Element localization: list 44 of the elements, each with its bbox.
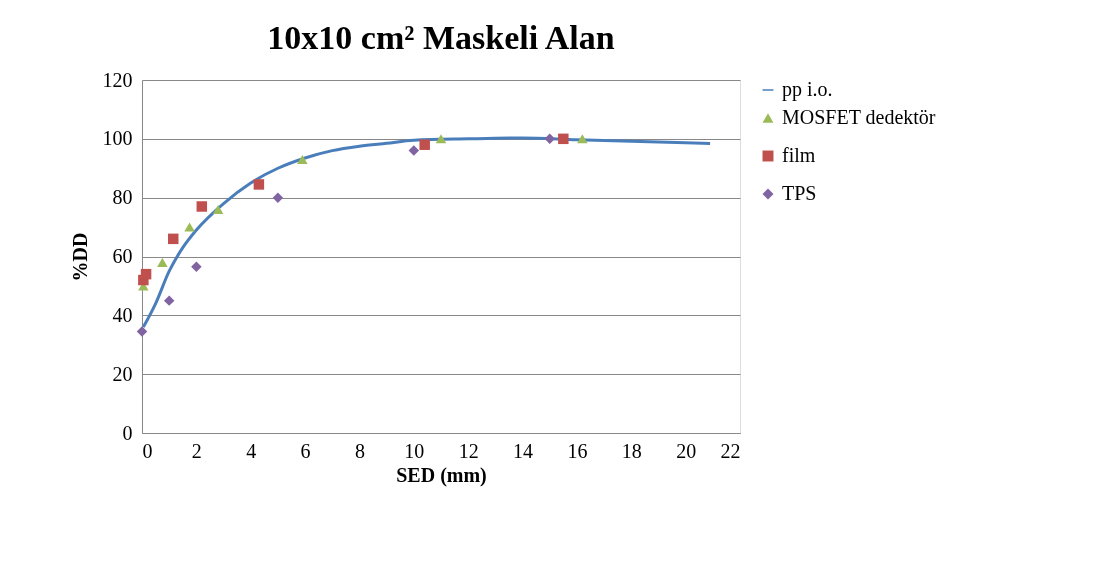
y-tick-label: 60 [112, 245, 133, 267]
point [558, 133, 569, 145]
y-tick-label: 100 [102, 127, 133, 150]
x-tick-label: 0 [142, 439, 153, 462]
point [297, 154, 308, 164]
x-tick-label: 14 [513, 439, 534, 462]
point [272, 192, 284, 203]
y-tick-label: 20 [112, 362, 133, 385]
x-tick-label: 6 [300, 439, 311, 462]
y-tick-label: 0 [122, 421, 133, 444]
point [163, 295, 175, 306]
point [196, 201, 208, 212]
x-tick-label: 22 [720, 439, 741, 462]
x-tick-label: 12 [458, 439, 479, 462]
point [191, 261, 202, 273]
point [184, 222, 195, 232]
point [136, 326, 148, 337]
legend-label: film [782, 144, 816, 166]
legend-label: pp i.o. [782, 78, 833, 101]
point [435, 134, 447, 144]
legend-label: TPS [782, 182, 817, 204]
y-tick-label: 120 [102, 68, 133, 91]
point [253, 179, 265, 190]
y-tick-label: 40 [112, 303, 133, 326]
point [577, 134, 588, 144]
x-tick-label: 4 [246, 439, 257, 462]
x-tick-label: 16 [567, 439, 588, 462]
chart-title: 10x10 cm² Maskeli Alan [267, 19, 615, 56]
x-tick-label: 10 [404, 439, 425, 462]
point [157, 257, 168, 267]
x-axis-title: SED (mm) [396, 463, 487, 487]
point [140, 268, 152, 280]
x-tick-label: 8 [354, 439, 365, 462]
legend-label: MOSFET dedektör [782, 106, 936, 128]
point [212, 204, 224, 214]
point [544, 133, 555, 145]
y-axis-title: %DD [68, 232, 91, 282]
point [408, 145, 420, 156]
x-tick-label: 2 [191, 439, 202, 462]
x-tick-label: 18 [621, 439, 642, 462]
point [419, 139, 430, 150]
point [168, 233, 179, 245]
x-tick-label: 20 [676, 439, 697, 462]
y-tick-label: 80 [112, 186, 133, 209]
